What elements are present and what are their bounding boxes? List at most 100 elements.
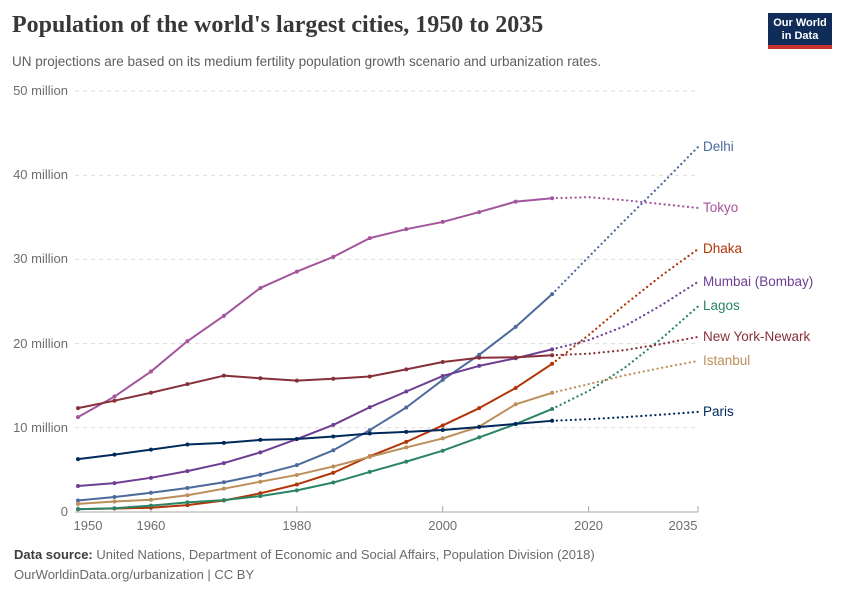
data-point-tokyo-1955[interactable] (112, 394, 117, 399)
data-point-dhaka-2000[interactable] (440, 423, 445, 428)
data-point-tokyo-2000[interactable] (440, 219, 445, 224)
series-line-dhaka[interactable] (77, 362, 553, 511)
data-point-new-york-newark-2005[interactable] (477, 355, 482, 360)
data-point-istanbul-1980[interactable] (294, 472, 299, 477)
data-point-new-york-newark-1985[interactable] (331, 376, 336, 381)
data-point-dhaka-1980[interactable] (294, 482, 299, 487)
data-point-new-york-newark-1995[interactable] (404, 367, 409, 372)
data-point-tokyo-1970[interactable] (221, 313, 226, 318)
data-point-istanbul-1975[interactable] (258, 479, 263, 484)
series-projection-delhi[interactable] (551, 145, 700, 296)
data-point-mumbai-bombay-1965[interactable] (185, 469, 190, 474)
data-point-mumbai-bombay-1950[interactable] (76, 483, 80, 488)
data-point-tokyo-1980[interactable] (294, 269, 299, 274)
data-point-mumbai-bombay-1955[interactable] (112, 481, 117, 486)
data-point-lagos-2005[interactable] (477, 435, 482, 440)
data-point-delhi-1965[interactable] (185, 486, 190, 491)
data-point-new-york-newark-1950[interactable] (76, 406, 80, 411)
data-point-delhi-1985[interactable] (331, 448, 336, 453)
data-point-mumbai-bombay-1970[interactable] (221, 461, 226, 466)
data-point-new-york-newark-1990[interactable] (367, 374, 372, 379)
series-line-delhi[interactable] (77, 293, 553, 502)
data-point-new-york-newark-1970[interactable] (221, 373, 226, 378)
data-point-lagos-1990[interactable] (367, 469, 372, 474)
data-point-new-york-newark-1980[interactable] (294, 378, 299, 383)
data-point-istanbul-1995[interactable] (404, 445, 409, 450)
series-line-lagos[interactable] (77, 408, 553, 511)
data-point-new-york-newark-2000[interactable] (440, 360, 445, 365)
data-point-paris-2000[interactable] (440, 427, 445, 432)
data-point-paris-1975[interactable] (258, 437, 263, 442)
series-label-istanbul[interactable]: Istanbul (703, 352, 751, 368)
data-point-lagos-1975[interactable] (258, 494, 263, 499)
series-projection-new-york-newark[interactable] (551, 335, 700, 357)
series-label-delhi[interactable]: Delhi (703, 138, 734, 154)
data-point-lagos-1950[interactable] (76, 507, 80, 512)
data-point-lagos-1960[interactable] (148, 503, 153, 508)
data-point-mumbai-bombay-2005[interactable] (477, 363, 482, 368)
data-point-istanbul-2000[interactable] (440, 436, 445, 441)
data-point-new-york-newark-1955[interactable] (112, 398, 117, 403)
data-point-delhi-2010[interactable] (513, 324, 518, 329)
data-point-tokyo-2005[interactable] (477, 210, 482, 215)
data-point-paris-2010[interactable] (513, 421, 518, 426)
data-point-dhaka-2010[interactable] (513, 385, 518, 390)
data-point-tokyo-1960[interactable] (148, 369, 153, 374)
data-point-lagos-1995[interactable] (404, 459, 409, 464)
series-line-new-york-newark[interactable] (77, 354, 553, 410)
data-point-istanbul-1990[interactable] (367, 454, 372, 459)
data-point-lagos-1985[interactable] (331, 480, 336, 485)
series-label-paris[interactable]: Paris (703, 403, 734, 419)
series-line-paris[interactable] (77, 419, 553, 461)
series-label-tokyo[interactable]: Tokyo (703, 199, 739, 215)
data-point-delhi-1955[interactable] (112, 495, 117, 500)
data-point-delhi-1970[interactable] (221, 480, 226, 485)
data-point-tokyo-1975[interactable] (258, 285, 263, 290)
data-point-delhi-1980[interactable] (294, 463, 299, 468)
data-point-delhi-1995[interactable] (404, 405, 409, 410)
data-point-tokyo-1990[interactable] (367, 236, 372, 241)
data-point-paris-1960[interactable] (148, 447, 153, 452)
data-point-paris-1985[interactable] (331, 434, 336, 439)
data-point-tokyo-1965[interactable] (185, 339, 190, 344)
series-projection-dhaka[interactable] (551, 247, 700, 365)
series-label-mumbai-bombay[interactable]: Mumbai (Bombay) (703, 273, 814, 289)
data-point-istanbul-2010[interactable] (513, 402, 518, 407)
data-point-istanbul-1970[interactable] (221, 486, 226, 491)
series-label-dhaka[interactable]: Dhaka (703, 241, 743, 257)
series-projection-mumbai-bombay[interactable] (551, 280, 700, 351)
data-point-delhi-2000[interactable] (440, 377, 445, 382)
data-point-dhaka-1975[interactable] (258, 491, 263, 496)
data-point-mumbai-bombay-1960[interactable] (148, 475, 153, 480)
data-point-tokyo-1995[interactable] (404, 227, 409, 232)
series-line-istanbul[interactable] (77, 391, 553, 505)
owid-logo[interactable]: Our World in Data (768, 13, 832, 49)
data-point-paris-1970[interactable] (221, 440, 226, 445)
data-point-mumbai-bombay-1990[interactable] (367, 405, 372, 410)
data-point-tokyo-2010[interactable] (513, 199, 518, 204)
series-label-new-york-newark[interactable]: New York-Newark (703, 328, 811, 344)
data-point-new-york-newark-1975[interactable] (258, 376, 263, 381)
series-projection-tokyo[interactable] (551, 196, 700, 210)
data-point-dhaka-1985[interactable] (331, 470, 336, 475)
data-point-dhaka-2005[interactable] (477, 406, 482, 411)
data-point-paris-1955[interactable] (112, 452, 117, 457)
data-point-lagos-1955[interactable] (112, 506, 117, 511)
data-point-paris-1965[interactable] (185, 442, 190, 447)
data-point-paris-1995[interactable] (404, 429, 409, 434)
data-point-mumbai-bombay-2000[interactable] (440, 374, 445, 379)
data-point-tokyo-1985[interactable] (331, 254, 336, 259)
data-point-delhi-1975[interactable] (258, 472, 263, 477)
data-point-new-york-newark-2010[interactable] (513, 355, 518, 360)
data-point-delhi-2005[interactable] (477, 352, 482, 357)
data-point-lagos-2000[interactable] (440, 448, 445, 453)
data-point-delhi-1990[interactable] (367, 428, 372, 433)
data-point-mumbai-bombay-1995[interactable] (404, 389, 409, 394)
data-point-mumbai-bombay-1985[interactable] (331, 422, 336, 427)
series-line-tokyo[interactable] (77, 197, 553, 418)
data-point-lagos-1965[interactable] (185, 500, 190, 505)
data-point-paris-2005[interactable] (477, 425, 482, 430)
data-point-paris-1980[interactable] (294, 436, 299, 441)
series-projection-lagos[interactable] (551, 305, 700, 411)
data-point-new-york-newark-1965[interactable] (185, 382, 190, 387)
